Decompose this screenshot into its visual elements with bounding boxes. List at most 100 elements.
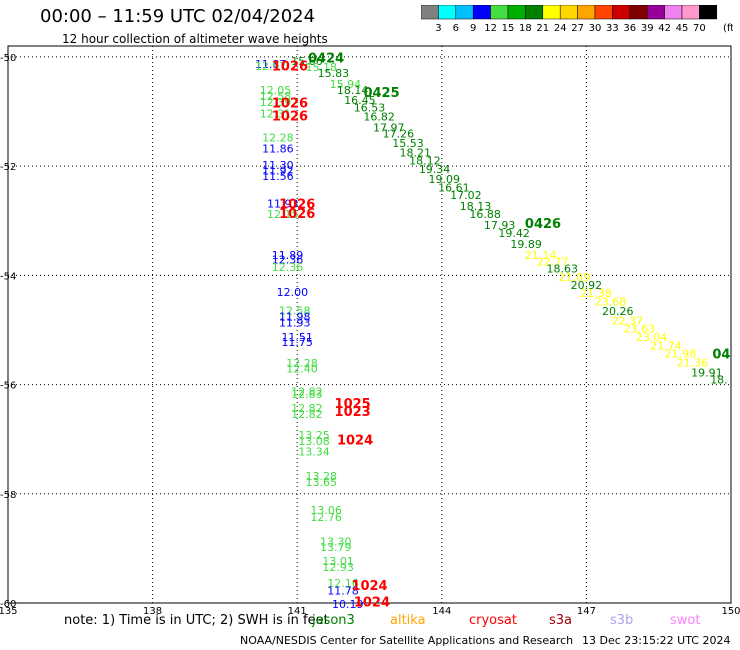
wave-height-label: 11.56 [262, 170, 294, 183]
wave-height-label: 12.39 [260, 96, 292, 109]
pass-time-label: 1024 [354, 595, 390, 610]
sat-label-swot: swot [670, 613, 701, 628]
wave-height-label: 12.31 [260, 108, 292, 121]
wave-height-label: 16.61 [438, 181, 470, 194]
wave-height-label: 16.45 [344, 94, 376, 107]
wave-height-label: 12.58 [279, 305, 311, 318]
credit-text: NOAA/NESDIS Center for Satellite Applica… [240, 634, 574, 647]
colorbar-tick-label: 12 [484, 23, 497, 34]
colorbar-tick-label: 42 [658, 23, 671, 34]
wave-height-label: 11.98 [279, 311, 311, 324]
wave-height-label: 19.34 [419, 163, 451, 176]
pass-time-label: 1025 [335, 397, 371, 412]
y-tick-label: -56 [0, 381, 16, 392]
pass-time-label: 0425 [363, 86, 399, 101]
wave-height-label: 11.86 [262, 142, 294, 155]
wave-height-label: 21.36 [677, 357, 709, 370]
wave-height-label: 21.74 [650, 340, 682, 353]
x-tick-label: 141 [288, 606, 307, 617]
wave-height-label: 13.06 [310, 504, 342, 517]
wave-height-label: 11.30 [262, 159, 294, 172]
sat-label-s3a: s3a [549, 613, 573, 628]
wave-height-label: 12.40 [286, 363, 318, 376]
sat-label-cryosat: cryosat [469, 613, 517, 628]
x-tick-label: 144 [432, 606, 451, 617]
pass-time-label: 1024 [337, 434, 373, 449]
wave-height-label: 23.04 [636, 331, 668, 344]
wave-height-label: 15.66 [291, 55, 323, 68]
colorbar-tick-label: 27 [571, 23, 584, 34]
sat-label-s3b: s3b [610, 613, 634, 628]
wave-height-label: 12.00 [277, 286, 309, 299]
x-tick-label: 135 [0, 606, 18, 617]
colorbar-tick-label: 18 [519, 23, 532, 34]
footer-note: note: 1) Time is in UTC; 2) SWH is in fe… [64, 613, 329, 628]
wave-height-label: 22.37 [612, 315, 644, 328]
wave-height-label: 13.25 [298, 429, 330, 442]
colorbar-tick-label: 15 [502, 23, 515, 34]
wave-height-label: 18.63 [547, 263, 579, 276]
wave-height-label: 18. [710, 373, 728, 386]
colorbar-tick-label: 70 [693, 23, 706, 34]
colorbar-tick-label: 33 [606, 23, 619, 34]
wave-height-label: 12.97 [255, 60, 287, 73]
page-subtitle: 12 hour collection of altimeter wave hei… [62, 32, 328, 46]
wave-height-label: 19.89 [510, 238, 542, 251]
pass-time-label: 1026 [279, 198, 315, 213]
wave-height-label: 18.21 [400, 146, 432, 159]
wave-height-label: 12.82 [291, 408, 323, 421]
wave-height-label: 20.92 [571, 279, 603, 292]
wave-height-label: 11.78 [327, 584, 359, 597]
wave-height-label: 18.14 [337, 84, 369, 97]
pass-time-label: 04 [712, 347, 730, 362]
wave-height-label: 12.82 [291, 402, 323, 415]
x-tick-label: 150 [721, 606, 740, 617]
y-tick-label: -58 [0, 490, 16, 501]
wave-height-label: 18.12 [409, 154, 441, 167]
wave-height-label: 17.26 [383, 128, 415, 141]
pass-time-label: 1026 [279, 207, 315, 222]
wave-height-label: 16.88 [469, 208, 501, 221]
pass-time-label: 1026 [272, 97, 308, 112]
wave-height-label: 13.65 [306, 476, 338, 489]
wave-height-label: 15.83 [318, 67, 350, 80]
wave-height-label: 15.53 [392, 137, 424, 150]
wave-height-label: 15.18 [306, 61, 338, 74]
wave-height-label: 13.34 [298, 446, 330, 459]
y-tick-label: -60 [0, 599, 16, 610]
pass-time-label: 1024 [351, 579, 387, 594]
wave-height-label: 19.91 [691, 366, 723, 379]
colorbar-tick-label: 9 [470, 23, 476, 34]
wave-height-label: 17.97 [373, 122, 405, 135]
wave-height-label: 12.36 [272, 261, 304, 274]
y-tick-label: -54 [0, 271, 16, 282]
wave-height-label: 21.14 [525, 249, 557, 262]
y-tick-label: -52 [0, 162, 16, 173]
wave-height-label: 18.13 [460, 200, 492, 213]
wave-height-label: 15.94 [330, 78, 362, 91]
wave-height-label: 19.42 [498, 227, 530, 240]
colorbar-tick-label: 45 [676, 23, 689, 34]
colorbar-tick-label: 30 [589, 23, 602, 34]
wave-height-label: 23.63 [624, 323, 656, 336]
colorbar-unit-label: (ft) [723, 23, 733, 34]
pass-time-label: 1026 [272, 60, 308, 75]
pass-time-label: 0426 [525, 217, 561, 232]
pass-time-label: 1026 [272, 109, 308, 124]
wave-height-label: 12.15 [267, 208, 299, 221]
colorbar-tick-label: 39 [641, 23, 654, 34]
sat-label-altika: altika [390, 613, 426, 628]
wave-height-label: 19.09 [428, 173, 460, 186]
wave-height-label: 11.51 [281, 331, 313, 344]
wave-height-label: 13.28 [306, 470, 338, 483]
wave-height-label: 13.79 [320, 541, 352, 554]
wave-height-label: 12.82 [291, 385, 323, 398]
wave-height-label: 16.82 [363, 110, 395, 123]
wave-height-label: 12.93 [322, 561, 354, 574]
x-tick-label: 138 [143, 606, 162, 617]
wave-height-label: 12.76 [310, 511, 342, 524]
wave-height-label: 11.92 [262, 164, 294, 177]
colorbar-swatch [699, 5, 718, 20]
